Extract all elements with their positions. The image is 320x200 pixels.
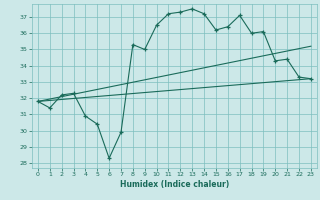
X-axis label: Humidex (Indice chaleur): Humidex (Indice chaleur): [120, 180, 229, 189]
